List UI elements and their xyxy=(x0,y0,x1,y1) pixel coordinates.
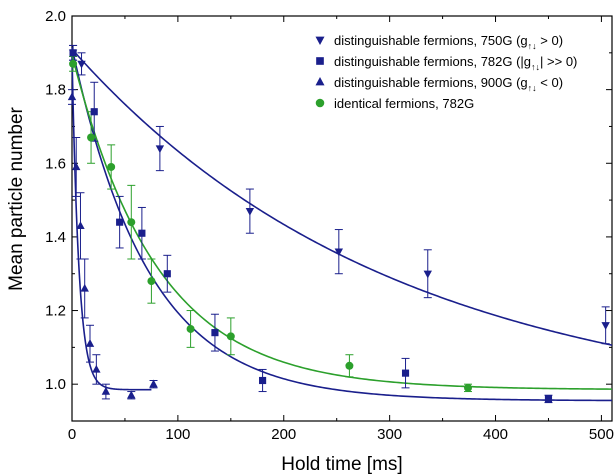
x-tick-label: 300 xyxy=(377,426,402,443)
data-point-series-2 xyxy=(116,218,124,226)
legend-marker-2 xyxy=(316,57,324,65)
legend-marker-4 xyxy=(315,98,325,108)
data-point-series-3 xyxy=(101,386,111,395)
y-tick-label: 1.6 xyxy=(45,155,66,172)
data-point-series-2 xyxy=(90,108,98,116)
data-point-series-3 xyxy=(127,390,136,399)
data-point-series-2 xyxy=(69,49,77,57)
data-point-series-3 xyxy=(67,92,77,101)
legend-marker-3 xyxy=(315,77,325,86)
data-point-series-3 xyxy=(80,283,89,292)
legend-label-1: distinguishable fermions, 750G (g↑↓ > 0) xyxy=(334,33,563,51)
data-point-series-3 xyxy=(85,339,95,347)
data-point-series-3 xyxy=(76,221,85,230)
data-point-series-1 xyxy=(423,270,432,279)
x-tick-label: 400 xyxy=(483,426,508,443)
data-point-series-1 xyxy=(245,207,255,216)
data-point-series-1 xyxy=(155,145,165,154)
data-points xyxy=(67,49,610,403)
data-point-series-4 xyxy=(186,324,195,333)
y-tick-label: 1.0 xyxy=(45,376,66,393)
x-tick-label: 100 xyxy=(165,426,190,443)
data-point-series-4 xyxy=(127,218,136,227)
data-point-series-4 xyxy=(345,361,354,370)
x-axis-label: Hold time [ms] xyxy=(281,454,402,475)
y-tick-label: 2.0 xyxy=(45,8,66,25)
x-tick-label: 0 xyxy=(68,426,76,443)
tick-labels: 0 100 200 300 400 500 1.0 1.2 1.4 1.6 1.8 2.0 xyxy=(45,8,614,443)
legend-marker-1 xyxy=(315,36,325,45)
fit-curve-1 xyxy=(71,48,613,346)
data-point-series-4 xyxy=(69,59,78,68)
data-point-series-2 xyxy=(544,395,553,403)
data-point-series-4 xyxy=(226,332,235,341)
data-point-series-3 xyxy=(149,379,158,388)
fit-curve-2 xyxy=(71,47,613,402)
data-point-series-2 xyxy=(259,376,267,385)
data-point-series-2 xyxy=(138,229,146,237)
data-point-series-2 xyxy=(211,329,219,337)
fit-curve-3 xyxy=(71,54,152,391)
fit-curves xyxy=(71,47,613,402)
data-point-series-1 xyxy=(334,248,344,257)
data-point-series-2 xyxy=(163,270,171,278)
fit-curve-4 xyxy=(71,54,613,390)
legend-label-4: identical fermions, 782G xyxy=(334,96,474,111)
y-axis-label: Mean particle number xyxy=(6,106,27,290)
data-point-series-1 xyxy=(601,322,610,330)
plot-frame xyxy=(71,15,613,422)
plot-frame-rect xyxy=(71,15,613,422)
y-tick-label: 1.4 xyxy=(45,229,66,246)
legend: distinguishable fermions, 750G (g↑↓ > 0)… xyxy=(315,33,577,111)
data-point-series-3 xyxy=(72,162,81,171)
data-point-series-4 xyxy=(147,277,156,286)
data-point-series-4 xyxy=(87,133,96,142)
x-tick-label: 500 xyxy=(589,426,614,443)
data-point-series-4 xyxy=(464,383,472,392)
y-tick-label: 1.8 xyxy=(45,82,66,99)
data-point-series-1 xyxy=(77,60,86,69)
data-point-series-3 xyxy=(92,364,101,373)
y-tick-label: 1.2 xyxy=(45,303,66,320)
data-point-series-2 xyxy=(401,369,410,377)
legend-label-2: distinguishable fermions, 782G (|g↑↓| >>… xyxy=(334,54,577,72)
legend-label-3: distinguishable fermions, 900G (g↑↓ < 0) xyxy=(334,75,563,93)
x-tick-label: 200 xyxy=(271,426,296,443)
data-point-series-4 xyxy=(107,162,116,171)
